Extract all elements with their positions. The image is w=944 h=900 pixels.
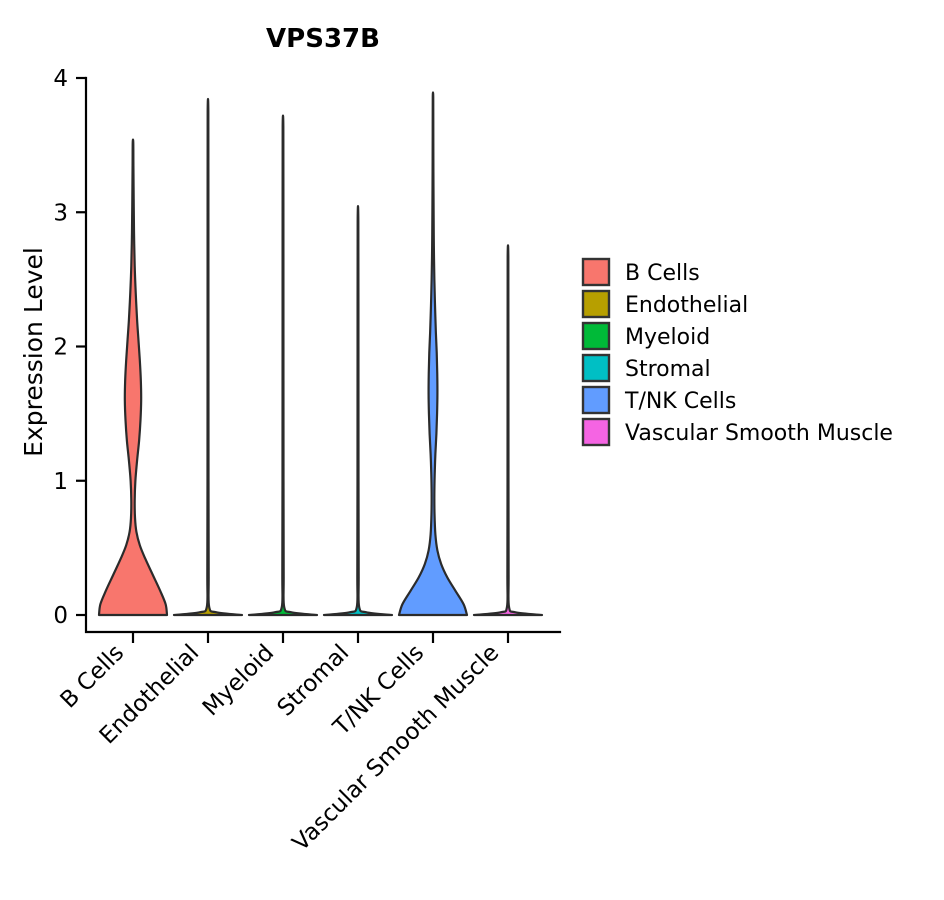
legend-swatch[interactable]: [581, 321, 611, 351]
violin-t-nk-cells[interactable]: [397, 91, 469, 617]
legend-label: Vascular Smooth Muscle: [625, 421, 893, 446]
page-title: VPS37B: [266, 24, 380, 54]
y-tick-label: 0: [53, 603, 68, 629]
legend-label: B Cells: [625, 261, 700, 286]
y-axis: 0 1 2 3 4: [53, 66, 86, 629]
violin-stromal[interactable]: [322, 204, 394, 617]
legend-swatch[interactable]: [581, 417, 611, 447]
x-tick-label: B Cells: [56, 640, 130, 714]
x-tick-label: Myeloid: [198, 640, 279, 721]
violin-myeloid[interactable]: [247, 114, 319, 617]
violin-b-cells[interactable]: [97, 138, 169, 617]
y-tick-label: 4: [53, 66, 68, 92]
legend: B Cells Endothelial Myeloid Stromal T/NK Cel…: [581, 257, 893, 447]
violin-series-group: [97, 91, 544, 617]
legend-label: Endothelial: [625, 293, 748, 318]
legend-label: Myeloid: [625, 325, 710, 350]
y-tick-label: 1: [53, 469, 68, 495]
legend-swatch[interactable]: [581, 385, 611, 415]
legend-swatch[interactable]: [581, 257, 611, 287]
legend-label: T/NK Cells: [624, 389, 736, 414]
y-axis-label: Expression Level: [19, 247, 48, 457]
violin-vascular-smooth-muscle[interactable]: [472, 244, 544, 617]
legend-label: Stromal: [625, 357, 711, 382]
legend-swatch[interactable]: [581, 289, 611, 319]
axis-spines: [84, 76, 562, 634]
legend-swatch[interactable]: [581, 353, 611, 383]
y-tick-label: 2: [53, 335, 68, 361]
y-tick-label: 3: [53, 200, 68, 226]
violin-endothelial[interactable]: [172, 97, 244, 617]
